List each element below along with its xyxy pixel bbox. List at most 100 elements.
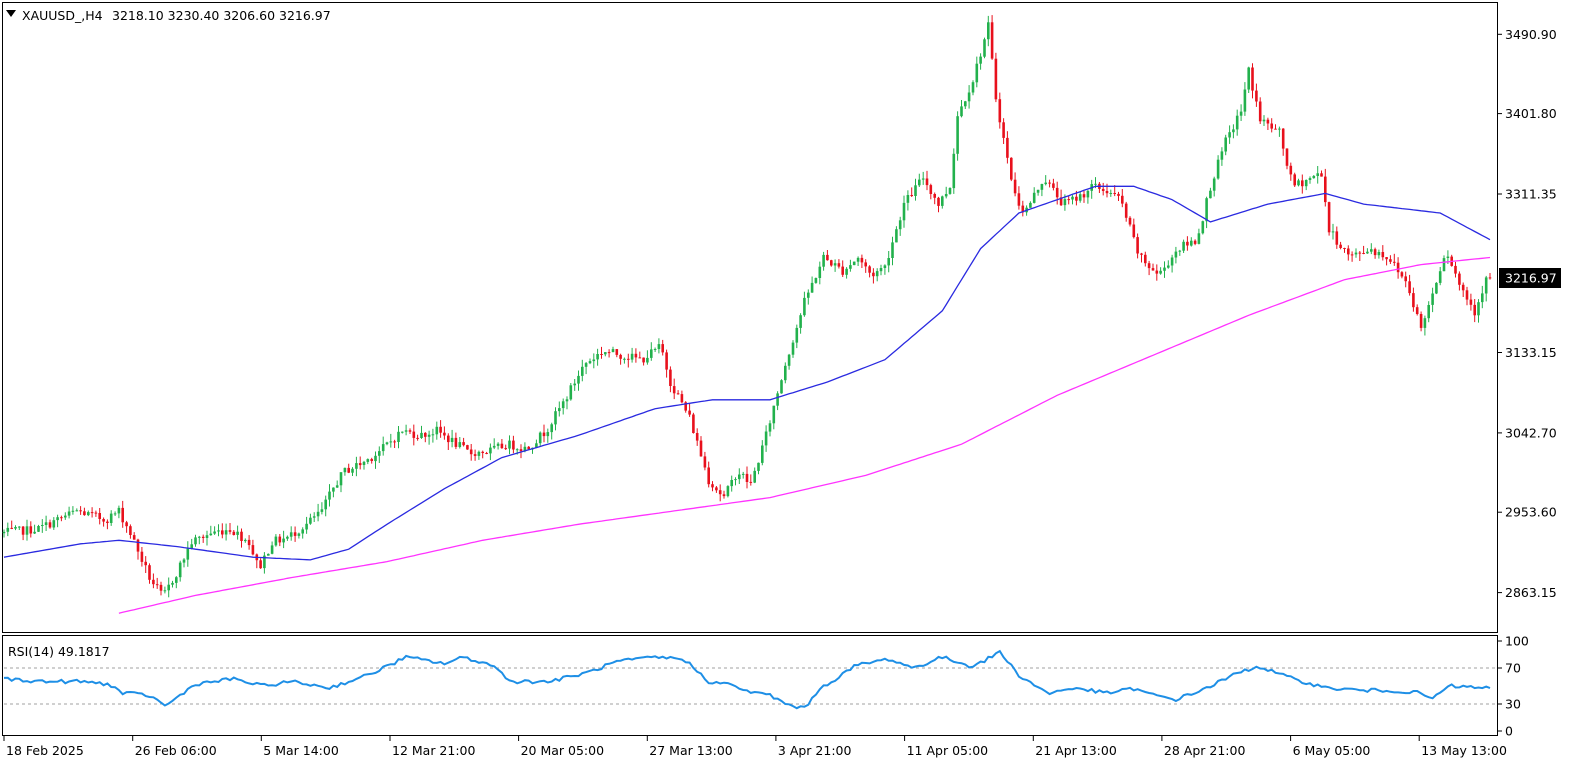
symbol-dropdown-icon[interactable]: [6, 10, 16, 17]
candle: [178, 560, 182, 582]
candle: [1186, 236, 1189, 251]
candle: [921, 171, 925, 185]
candle: [772, 405, 776, 430]
candle: [1205, 196, 1208, 229]
candle: [994, 52, 998, 103]
candle: [1442, 255, 1446, 272]
ohlc-values: 3218.10 3230.40 3206.60 3216.97: [112, 8, 331, 23]
candle: [152, 573, 155, 589]
candle: [224, 523, 228, 541]
candle: [106, 519, 109, 530]
candle: [604, 352, 607, 357]
candle: [1385, 257, 1388, 266]
candle: [718, 484, 722, 502]
candle: [159, 581, 163, 596]
candle: [1017, 186, 1021, 210]
candle: [1155, 264, 1159, 281]
time-tick-label: 3 Apr 21:00: [778, 743, 852, 758]
candle: [661, 339, 664, 356]
candle: [232, 530, 236, 536]
candle: [795, 324, 799, 349]
candle: [1454, 261, 1457, 278]
candle: [883, 264, 887, 275]
candle: [355, 456, 358, 477]
candle: [492, 438, 496, 450]
candle: [259, 558, 262, 569]
candle: [1151, 263, 1155, 271]
candlestick-series: [2, 15, 1492, 598]
candle: [247, 535, 251, 550]
candle: [837, 259, 841, 269]
candle: [1366, 248, 1369, 254]
price-tick-label: 3401.80: [1505, 106, 1557, 121]
candle: [619, 353, 622, 365]
candle: [1243, 82, 1247, 116]
candle: [378, 446, 381, 463]
candle: [335, 480, 339, 488]
candle: [535, 439, 538, 449]
candle: [64, 512, 67, 520]
candle: [860, 254, 864, 268]
candle: [776, 391, 779, 411]
candle: [745, 466, 749, 489]
candle: [1082, 190, 1086, 203]
candle: [856, 256, 860, 266]
candle: [144, 556, 147, 573]
candle: [489, 443, 492, 461]
candle: [420, 425, 423, 439]
candle: [71, 506, 75, 515]
candle: [699, 436, 703, 457]
candle: [1067, 195, 1070, 205]
candle: [810, 276, 814, 293]
candle: [1324, 168, 1327, 207]
candle: [278, 534, 282, 547]
candle: [787, 353, 791, 370]
candle: [393, 439, 396, 448]
candle: [332, 487, 335, 498]
candle: [1216, 155, 1220, 180]
candle: [401, 431, 404, 434]
time-tick-label: 21 Apr 13:00: [1035, 743, 1117, 758]
candle: [1128, 216, 1132, 227]
candle: [94, 510, 98, 517]
candle: [67, 506, 71, 519]
candle: [458, 437, 462, 449]
candle: [1040, 183, 1044, 197]
candle: [1304, 179, 1308, 191]
candle: [1335, 226, 1339, 249]
candle: [309, 513, 312, 525]
candle: [780, 379, 783, 394]
time-tick-label: 26 Feb 06:00: [135, 743, 217, 758]
candle: [864, 259, 867, 273]
candle: [642, 357, 645, 366]
candle: [1036, 189, 1040, 196]
candle: [41, 519, 44, 533]
candle: [56, 514, 59, 528]
candle: [205, 530, 209, 546]
candle: [148, 563, 151, 584]
candle: [960, 100, 963, 118]
candle: [362, 460, 366, 470]
candle: [14, 525, 17, 531]
candle: [6, 522, 10, 537]
candle: [267, 553, 270, 556]
candle: [477, 450, 481, 460]
candle: [1124, 201, 1128, 222]
candle: [469, 444, 473, 461]
candle: [1086, 189, 1090, 204]
candle: [902, 195, 906, 228]
candle: [473, 449, 477, 461]
candle: [1170, 254, 1174, 273]
candle: [615, 349, 619, 358]
candle: [1212, 176, 1216, 197]
candle: [1427, 301, 1430, 323]
candle: [60, 515, 63, 522]
candle: [672, 378, 676, 400]
candle: [764, 425, 768, 452]
candle: [1021, 200, 1025, 217]
candle: [1281, 128, 1285, 156]
candle: [37, 524, 40, 532]
candle: [734, 477, 737, 486]
candle: [784, 362, 787, 384]
